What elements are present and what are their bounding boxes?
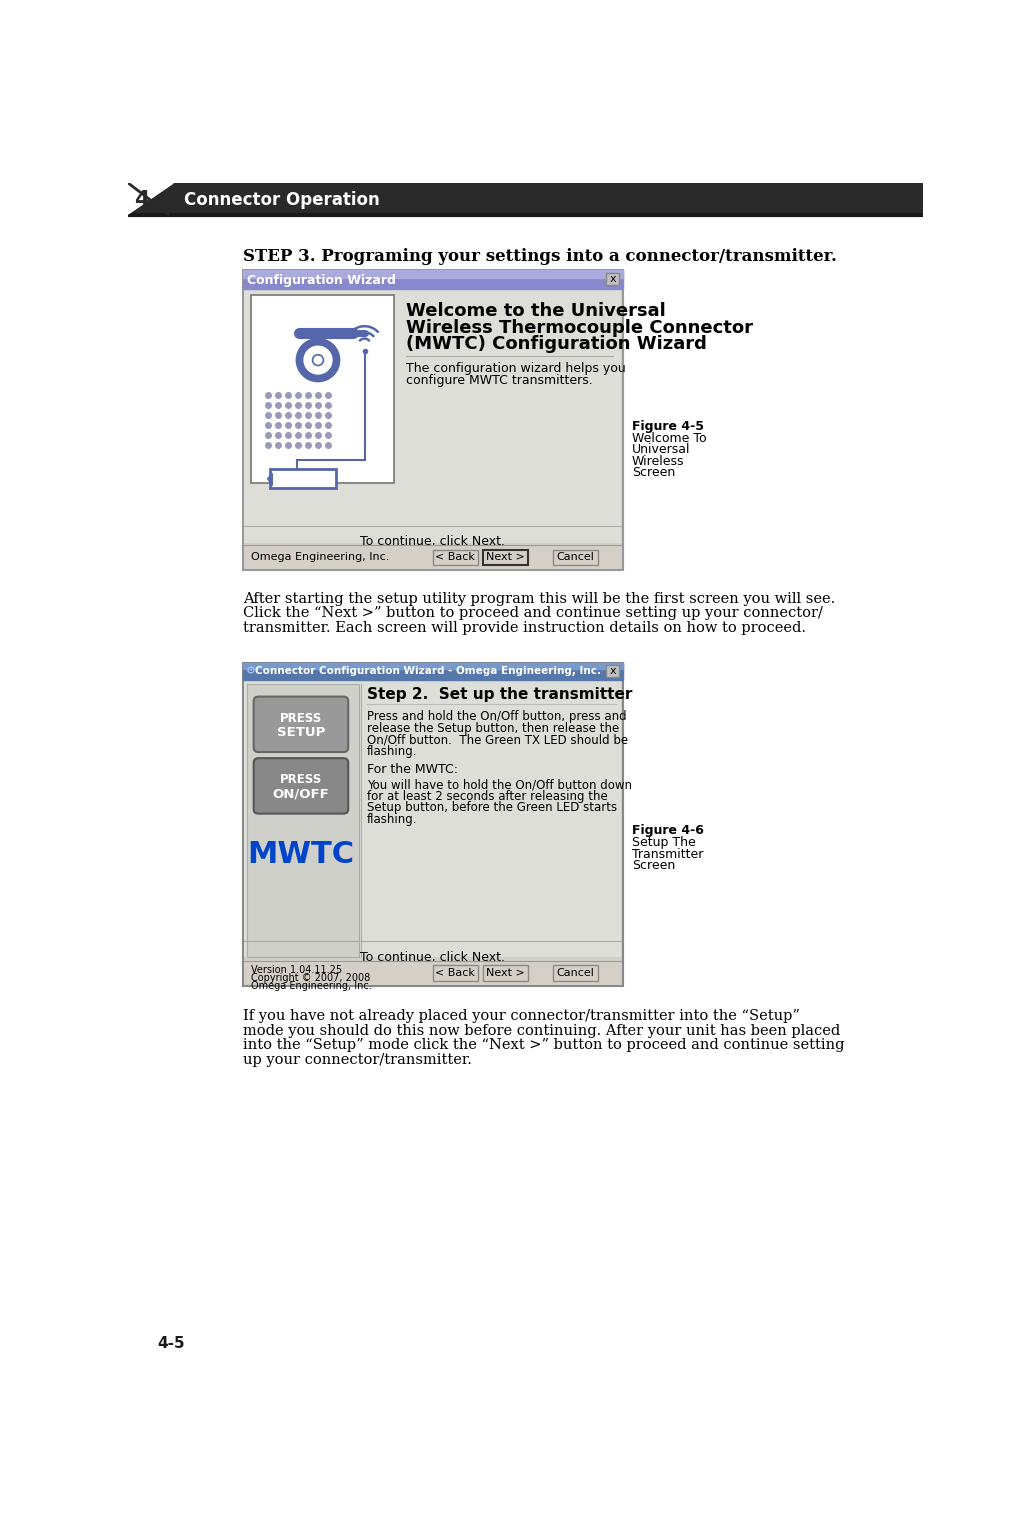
Bar (483, 965, 528, 981)
Text: < Back: < Back (436, 968, 476, 978)
Bar (552, 965, 598, 981)
Text: Cancel: Cancel (557, 968, 594, 978)
Text: Transmitter: Transmitter (631, 848, 703, 860)
Text: Copyright © 2007, 2008: Copyright © 2007, 2008 (250, 973, 370, 984)
Bar (243, 663, 622, 987)
Text: ON/OFF: ON/OFF (273, 787, 329, 801)
FancyBboxPatch shape (253, 697, 349, 752)
Text: Screen: Screen (631, 467, 675, 479)
Text: into the “Setup” mode click the “Next >” button to proceed and continue setting: into the “Setup” mode click the “Next >”… (243, 1039, 845, 1052)
Text: (MWTC) Configuration Wizard: (MWTC) Configuration Wizard (406, 334, 706, 352)
Text: Welcome To: Welcome To (631, 432, 706, 445)
Bar (433, 965, 478, 981)
Text: for at least 2 seconds after releasing the: for at least 2 seconds after releasing t… (367, 790, 608, 802)
Polygon shape (128, 183, 173, 214)
Bar (243, 270, 622, 570)
Text: Figure 4-5: Figure 4-5 (631, 421, 704, 433)
Text: Configuration Wizard: Configuration Wizard (247, 273, 397, 287)
Bar (270, 470, 336, 488)
Bar (244, 544, 621, 569)
Bar (606, 273, 619, 285)
Text: Connector Operation: Connector Operation (183, 191, 379, 209)
FancyBboxPatch shape (253, 758, 349, 814)
Text: mode you should do this now before continuing. After your unit has been placed: mode you should do this now before conti… (243, 1023, 840, 1039)
Text: Step 2.  Set up the transmitter: Step 2. Set up the transmitter (367, 688, 632, 703)
Bar (244, 961, 621, 985)
Text: You will have to hold the On/Off button down: You will have to hold the On/Off button … (367, 778, 631, 791)
Text: Setup button, before the Green LED starts: Setup button, before the Green LED start… (367, 801, 617, 814)
Text: Screen: Screen (631, 859, 675, 872)
Text: SETUP: SETUP (277, 726, 325, 738)
Text: To continue, click Next.: To continue, click Next. (360, 950, 505, 964)
Text: Version 1.04.11.25: Version 1.04.11.25 (250, 964, 341, 974)
Text: up your connector/transmitter.: up your connector/transmitter. (243, 1054, 472, 1067)
Text: release the Setup button, then release the: release the Setup button, then release t… (367, 721, 619, 735)
Bar (243, 663, 622, 680)
Bar (244, 680, 621, 956)
Bar (243, 663, 622, 669)
Text: Wireless: Wireless (631, 454, 685, 468)
Text: 4: 4 (134, 191, 150, 210)
Text: Wireless Thermocouple Connector: Wireless Thermocouple Connector (406, 319, 752, 337)
Text: Next >: Next > (486, 552, 525, 563)
Text: After starting the setup utility program this will be the first screen you will : After starting the setup utility program… (243, 592, 835, 605)
Text: STEP 3. Programing your settings into a connector/transmitter.: STEP 3. Programing your settings into a … (243, 249, 836, 265)
Circle shape (304, 346, 332, 374)
Text: Omega Engineering, Inc.: Omega Engineering, Inc. (250, 982, 371, 991)
Text: < Back: < Back (436, 552, 476, 563)
Text: PRESS: PRESS (280, 712, 322, 724)
Text: If you have not already placed your connector/transmitter into the “Setup”: If you have not already placed your conn… (243, 1010, 800, 1023)
Text: On/Off button.  The Green TX LED should be: On/Off button. The Green TX LED should b… (367, 734, 628, 747)
Text: ⚙: ⚙ (246, 666, 256, 676)
Text: Welcome to the Universal: Welcome to the Universal (406, 302, 665, 320)
Text: flashing.: flashing. (367, 746, 417, 758)
Text: To continue, click Next.: To continue, click Next. (360, 535, 505, 547)
Text: 4-5: 4-5 (158, 1336, 186, 1351)
Text: Connector Configuration Wizard - Omega Engineering, Inc.: Connector Configuration Wizard - Omega E… (255, 666, 602, 676)
Bar (483, 549, 528, 564)
Circle shape (296, 339, 339, 381)
Bar (244, 290, 621, 543)
Bar (243, 270, 622, 278)
Bar (247, 683, 359, 956)
Text: x: x (609, 274, 616, 284)
Bar (606, 665, 619, 677)
Text: x: x (609, 666, 616, 676)
Bar (128, 183, 922, 214)
Text: Figure 4-6: Figure 4-6 (631, 825, 704, 837)
Text: Click the “Next >” button to proceed and continue setting up your connector/: Click the “Next >” button to proceed and… (243, 607, 823, 621)
Bar (243, 270, 622, 290)
Text: flashing.: flashing. (367, 813, 417, 827)
Bar (250, 294, 394, 483)
Polygon shape (128, 183, 173, 214)
Text: Press and hold the On/Off button, press and: Press and hold the On/Off button, press … (367, 711, 626, 723)
Text: transmitter. Each screen will provide instruction details on how to proceed.: transmitter. Each screen will provide in… (243, 621, 806, 634)
Polygon shape (268, 473, 273, 485)
Bar (433, 549, 478, 564)
Text: The configuration wizard helps you: The configuration wizard helps you (406, 363, 625, 375)
Text: MWTC: MWTC (247, 840, 355, 869)
Text: Next >: Next > (486, 968, 525, 978)
Text: Universal: Universal (631, 444, 691, 456)
Text: configure MWTC transmitters.: configure MWTC transmitters. (406, 374, 592, 387)
Text: Cancel: Cancel (557, 552, 594, 563)
Text: PRESS: PRESS (280, 773, 322, 787)
Text: For the MWTC:: For the MWTC: (367, 762, 458, 776)
Text: Omega Engineering, Inc.: Omega Engineering, Inc. (250, 552, 388, 563)
Text: Setup The: Setup The (631, 836, 696, 849)
Bar (552, 549, 598, 564)
